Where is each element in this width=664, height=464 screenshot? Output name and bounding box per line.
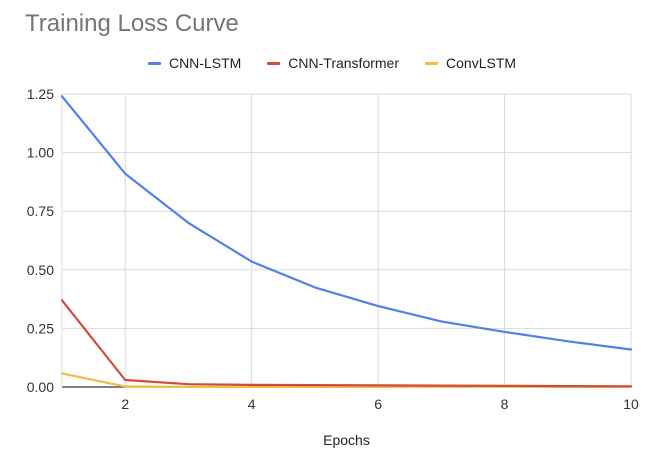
x-tick-label: 6 xyxy=(374,396,382,412)
x-tick-label: 4 xyxy=(248,396,256,412)
series-line-cnn-transformer[interactable] xyxy=(60,299,633,388)
legend-swatch-convlstm xyxy=(425,61,439,65)
legend-item-cnn-transformer[interactable]: CNN-Transformer xyxy=(267,55,399,71)
y-tick-label: 0.50 xyxy=(27,262,54,278)
grid xyxy=(61,93,632,388)
legend-swatch-cnn-transformer xyxy=(267,61,281,65)
legend-label-cnn-transformer: CNN-Transformer xyxy=(288,55,400,71)
x-axis-title: Epochs xyxy=(323,432,370,448)
y-tick-label: 0.00 xyxy=(27,379,54,395)
chart-title: Training Loss Curve xyxy=(25,10,239,37)
series-lines xyxy=(60,95,633,388)
tick-labels: 0.00 0.25 0.50 0.75 1.00 1.25 2 4 6 8 10 xyxy=(27,86,639,412)
x-tick-label: 8 xyxy=(501,396,509,412)
x-tick-label: 10 xyxy=(623,396,639,412)
x-tick-label: 2 xyxy=(121,396,129,412)
legend-label-convlstm: ConvLSTM xyxy=(446,55,517,71)
legend-label-cnn-lstm: CNN-LSTM xyxy=(168,55,242,71)
legend: CNN-LSTM CNN-Transformer ConvLSTM xyxy=(0,52,664,74)
legend-item-cnn-lstm[interactable]: CNN-LSTM xyxy=(147,55,242,71)
y-tick-label: 1.25 xyxy=(27,86,54,102)
y-tick-label: 1.00 xyxy=(27,145,54,161)
series-line-cnn-lstm[interactable] xyxy=(60,95,633,351)
legend-swatch-cnn-lstm xyxy=(147,61,161,65)
y-tick-label: 0.75 xyxy=(27,203,54,219)
legend-item-convlstm[interactable]: ConvLSTM xyxy=(425,55,516,71)
y-tick-label: 0.25 xyxy=(27,320,54,336)
